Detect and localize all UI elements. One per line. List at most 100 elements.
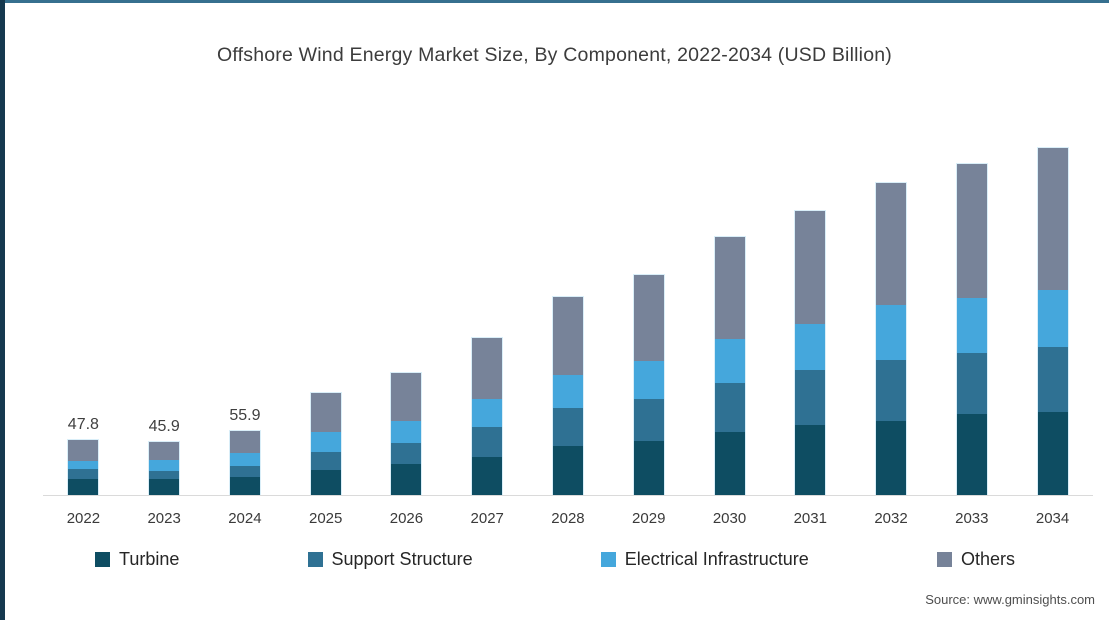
segment-support-structure [633, 399, 664, 441]
bar-2033: 2033 [955, 164, 988, 527]
segment-others [229, 430, 260, 454]
bar-value-label: 55.9 [229, 406, 261, 424]
x-axis-line [43, 495, 1093, 496]
bar-2027: 2027 [471, 338, 504, 527]
bar-2026: 2026 [390, 373, 423, 527]
segment-support-structure [876, 360, 907, 421]
bar-2032: 2032 [874, 183, 908, 527]
x-axis-label: 2031 [793, 510, 827, 527]
x-axis-label: 2030 [712, 510, 747, 527]
segment-turbine [714, 432, 745, 495]
left-accent-bar [0, 0, 5, 620]
segment-others [149, 442, 180, 460]
legend-label-support-structure: Support Structure [331, 549, 473, 569]
segment-support-structure [956, 353, 987, 414]
segment-turbine [391, 464, 422, 495]
segment-others [552, 297, 583, 376]
bar-2025: 2025 [309, 393, 342, 527]
bar-value-label: 47.8 [67, 416, 99, 434]
segment-electrical-infrastructure [956, 298, 987, 354]
segment-others [310, 393, 341, 432]
segment-support-structure [310, 452, 341, 470]
segment-electrical-infrastructure [552, 375, 583, 408]
x-axis-label: 2028 [551, 510, 585, 527]
segment-others [472, 338, 503, 399]
legend-item-others: Others [936, 549, 1015, 570]
x-axis-label: 2025 [308, 510, 343, 527]
bar-2034: 2034 [1036, 148, 1069, 527]
segment-electrical-infrastructure [149, 459, 180, 471]
chart-plot-area: 47.8 2022 45.9 2023 55.9 2024 2025 2026 2027 2028… [43, 110, 1093, 527]
legend-swatch-others [936, 552, 952, 567]
segment-electrical-infrastructure [1037, 290, 1068, 348]
bar-2022: 47.8 2022 [67, 416, 100, 527]
segment-electrical-infrastructure [795, 324, 826, 370]
bar-2031: 2031 [794, 211, 827, 527]
bar-2023: 45.9 2023 [147, 418, 180, 527]
segment-support-structure [472, 427, 503, 457]
legend-item-turbine: Turbine [95, 549, 179, 570]
segment-support-structure [68, 469, 99, 479]
segment-others [714, 237, 745, 339]
segment-support-structure [552, 408, 583, 446]
x-axis-label: 2032 [874, 510, 908, 527]
segment-turbine [956, 414, 987, 495]
segment-support-structure [1037, 347, 1068, 413]
legend-label-electrical-infrastructure: Electrical Infrastructure [624, 549, 809, 569]
segment-others [876, 183, 907, 306]
segment-turbine [149, 479, 180, 495]
legend-swatch-turbine [95, 552, 110, 567]
segment-turbine [229, 476, 260, 495]
segment-electrical-infrastructure [633, 361, 664, 399]
segment-electrical-infrastructure [472, 399, 503, 427]
bar-2030: 2030 [713, 237, 746, 527]
segment-electrical-infrastructure [310, 432, 341, 452]
legend-label-turbine: Turbine [119, 549, 180, 569]
segment-support-structure [391, 443, 422, 464]
bar-2024: 55.9 2024 [228, 407, 261, 527]
x-axis-label: 2033 [955, 510, 989, 527]
segment-turbine [472, 457, 503, 495]
x-axis-label: 2029 [632, 510, 666, 527]
segment-support-structure [795, 370, 826, 425]
segment-turbine [68, 479, 99, 495]
legend-label-others: Others [960, 549, 1015, 569]
x-axis-label: 2024 [228, 510, 262, 527]
bar-value-label: 45.9 [148, 418, 180, 436]
legend-item-electrical-infrastructure: Electrical Infrastructure [600, 549, 809, 570]
segment-others [795, 211, 826, 324]
segment-turbine [1037, 412, 1068, 495]
segment-electrical-infrastructure [68, 461, 99, 469]
source-credit: Source: www.gminsights.com [925, 592, 1095, 607]
segment-turbine [310, 470, 341, 495]
x-axis-label: 2027 [470, 510, 504, 527]
segment-electrical-infrastructure [391, 421, 422, 443]
legend-item-support-structure: Support Structure [307, 549, 473, 570]
segment-support-structure [229, 466, 260, 477]
segment-electrical-infrastructure [876, 305, 907, 361]
legend-swatch-electrical-infrastructure [600, 552, 616, 567]
segment-electrical-infrastructure [229, 453, 260, 467]
segment-support-structure [714, 383, 745, 432]
segment-turbine [633, 441, 664, 495]
segment-others [956, 164, 987, 299]
x-axis-label: 2022 [66, 510, 101, 527]
segment-turbine [876, 421, 907, 495]
chart-title: Offshore Wind Energy Market Size, By Com… [217, 44, 892, 66]
top-accent-bar [0, 0, 1109, 3]
bar-2029: 2029 [632, 275, 665, 527]
segment-others [633, 275, 664, 361]
segment-turbine [552, 446, 583, 495]
segment-support-structure [149, 470, 180, 480]
segment-others [391, 373, 422, 421]
x-axis-label: 2023 [147, 510, 181, 527]
segment-electrical-infrastructure [714, 339, 745, 383]
x-axis-label: 2034 [1035, 510, 1070, 527]
segment-others [1037, 148, 1068, 291]
legend-swatch-support-structure [307, 552, 323, 567]
x-axis-label: 2026 [389, 510, 424, 527]
segment-others [68, 440, 99, 462]
bar-2028: 2028 [551, 297, 585, 527]
segment-turbine [795, 425, 826, 495]
legend: Turbine Support Structure Electrical Infra… [95, 549, 1015, 570]
